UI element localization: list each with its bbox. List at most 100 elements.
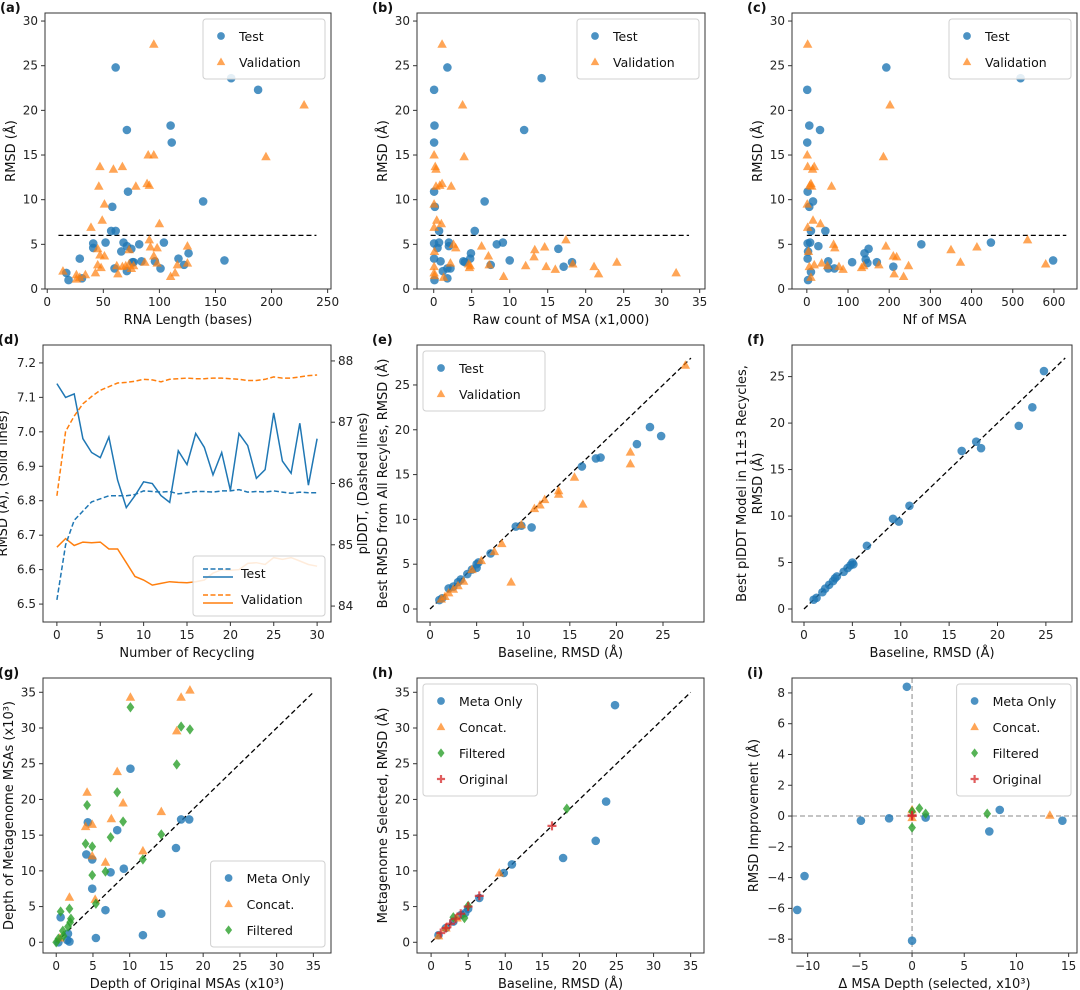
x-tick-label: 5 xyxy=(464,959,472,973)
legend-marker xyxy=(971,748,979,758)
y-tick-label: 35 xyxy=(395,685,410,699)
legend-label: Concat. xyxy=(993,720,1041,735)
y-tick-label: 15 xyxy=(770,463,785,477)
x-axis-label: Nf of MSA xyxy=(903,313,967,328)
legend: Test Validation xyxy=(192,555,326,617)
data-point xyxy=(118,798,128,807)
data-point xyxy=(156,909,166,919)
y-tick-label: 15 xyxy=(770,148,785,162)
data-point xyxy=(568,258,578,268)
data-point xyxy=(539,494,550,504)
data-point xyxy=(792,905,802,915)
y-tick-label: 5 xyxy=(28,900,36,914)
data-point xyxy=(145,242,156,251)
data-point xyxy=(451,242,461,252)
data-point xyxy=(149,39,159,48)
data-point xyxy=(830,242,840,252)
x-tick-label: 10 xyxy=(516,628,531,642)
data-point xyxy=(56,906,65,917)
legend-label: Validation xyxy=(241,592,303,607)
y-tick-label: 25 xyxy=(395,378,410,392)
data-point xyxy=(467,564,477,574)
x-tick-label: 25 xyxy=(616,295,631,309)
panel-label: (h) xyxy=(372,666,393,681)
data-point xyxy=(111,226,120,236)
y-tick-label: 20 xyxy=(770,416,785,430)
data-point xyxy=(198,197,208,206)
data-point xyxy=(864,244,873,254)
data-point xyxy=(456,909,466,919)
plot-area xyxy=(429,39,690,285)
data-point xyxy=(529,503,540,513)
y-tick-label: 5 xyxy=(777,556,785,570)
series-line-test-rmsd xyxy=(56,383,318,510)
x-tick-label: 200 xyxy=(260,295,283,309)
y-tick-label: −8 xyxy=(767,932,785,946)
data-point xyxy=(97,215,107,224)
data-point xyxy=(882,63,891,72)
legend-label: Test xyxy=(984,29,1010,44)
data-point xyxy=(124,244,134,254)
y-tick-label: 8 xyxy=(777,686,785,700)
data-point xyxy=(808,197,818,206)
data-point xyxy=(429,222,439,231)
y-tick-label: 10 xyxy=(395,512,410,526)
data-point xyxy=(443,63,452,72)
data-point xyxy=(119,816,127,827)
data-point xyxy=(434,238,444,247)
data-point xyxy=(466,248,476,258)
panel-label: (d) xyxy=(0,333,19,348)
y-tick-label: 20 xyxy=(395,792,410,806)
legend-marker xyxy=(436,722,446,731)
plot-area xyxy=(52,685,314,948)
data-point xyxy=(808,215,818,224)
data-point xyxy=(803,246,814,255)
data-point xyxy=(838,264,848,273)
data-point xyxy=(589,261,599,271)
y-tick-label: 20 xyxy=(395,423,410,437)
y-axis-label: Best plDDT Model in 11±3 Recycles, xyxy=(735,365,750,602)
x-tick-label: −10 xyxy=(795,959,820,973)
x-tick-label: 10 xyxy=(893,628,908,642)
data-point xyxy=(903,260,914,270)
data-point xyxy=(152,258,162,267)
y-tick-label: 10 xyxy=(770,509,785,523)
panel-d: (d) 0 5 10 15 20 25 30 6.5 6.6 6.7 6.8 6.9 7.0 7.1 7.2 8… xyxy=(0,333,371,661)
data-point xyxy=(849,560,858,569)
data-point xyxy=(138,845,148,855)
data-point xyxy=(516,519,527,529)
data-point xyxy=(541,261,551,271)
legend-item: Validation xyxy=(216,55,301,70)
data-point xyxy=(547,821,557,831)
data-point xyxy=(429,261,439,271)
legend-item: Concat. xyxy=(224,897,294,912)
data-point xyxy=(577,462,587,471)
data-point xyxy=(908,822,916,833)
data-point xyxy=(983,808,992,819)
data-point xyxy=(497,538,507,548)
legend-marker xyxy=(216,57,226,66)
data-point xyxy=(149,150,159,159)
x-tick-label: 15 xyxy=(562,628,577,642)
data-point xyxy=(436,218,447,228)
data-point xyxy=(802,39,813,48)
data-point xyxy=(891,251,902,261)
legend-item: Test xyxy=(591,29,638,44)
data-point xyxy=(99,199,110,208)
x-tick-label: 35 xyxy=(692,295,707,309)
data-point xyxy=(874,259,884,269)
y-tick-label: 10 xyxy=(395,193,410,207)
data-point xyxy=(88,869,97,881)
data-point xyxy=(917,240,926,249)
data-point xyxy=(86,222,96,231)
data-point xyxy=(64,275,73,285)
data-point xyxy=(165,271,176,280)
x-tick-label: 20 xyxy=(223,628,238,642)
data-point xyxy=(625,458,636,468)
data-point xyxy=(108,164,119,173)
x-tick-label: 20 xyxy=(578,295,593,309)
data-point xyxy=(81,838,90,849)
y-tick-label: 0 xyxy=(402,602,410,616)
axes-frame xyxy=(42,344,332,623)
legend-label: Validation xyxy=(613,55,675,70)
